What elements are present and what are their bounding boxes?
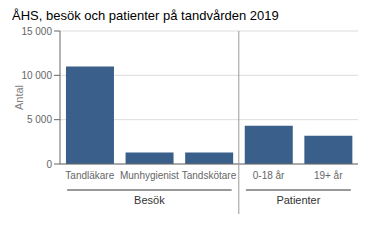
svg-text:Besök: Besök xyxy=(134,194,165,206)
svg-text:Tandskötare: Tandskötare xyxy=(182,170,237,181)
svg-text:10 000: 10 000 xyxy=(21,70,52,81)
html-text:ÅHS, besök och patienter på ta: ÅHS, besök och patienter på tandvården 2… xyxy=(12,8,279,23)
svg-text:Antal: Antal xyxy=(13,85,25,110)
svg-text:5 000: 5 000 xyxy=(27,114,52,125)
svg-text:19+ år: 19+ år xyxy=(314,170,343,181)
svg-text:Tandläkare: Tandläkare xyxy=(65,170,114,181)
svg-text:0-18 år: 0-18 år xyxy=(253,170,285,181)
svg-text:15 000: 15 000 xyxy=(21,26,52,37)
svg-text:0: 0 xyxy=(46,159,52,170)
svg-text:Patienter: Patienter xyxy=(276,194,320,206)
svg-text:Munhygienist: Munhygienist xyxy=(120,170,179,181)
